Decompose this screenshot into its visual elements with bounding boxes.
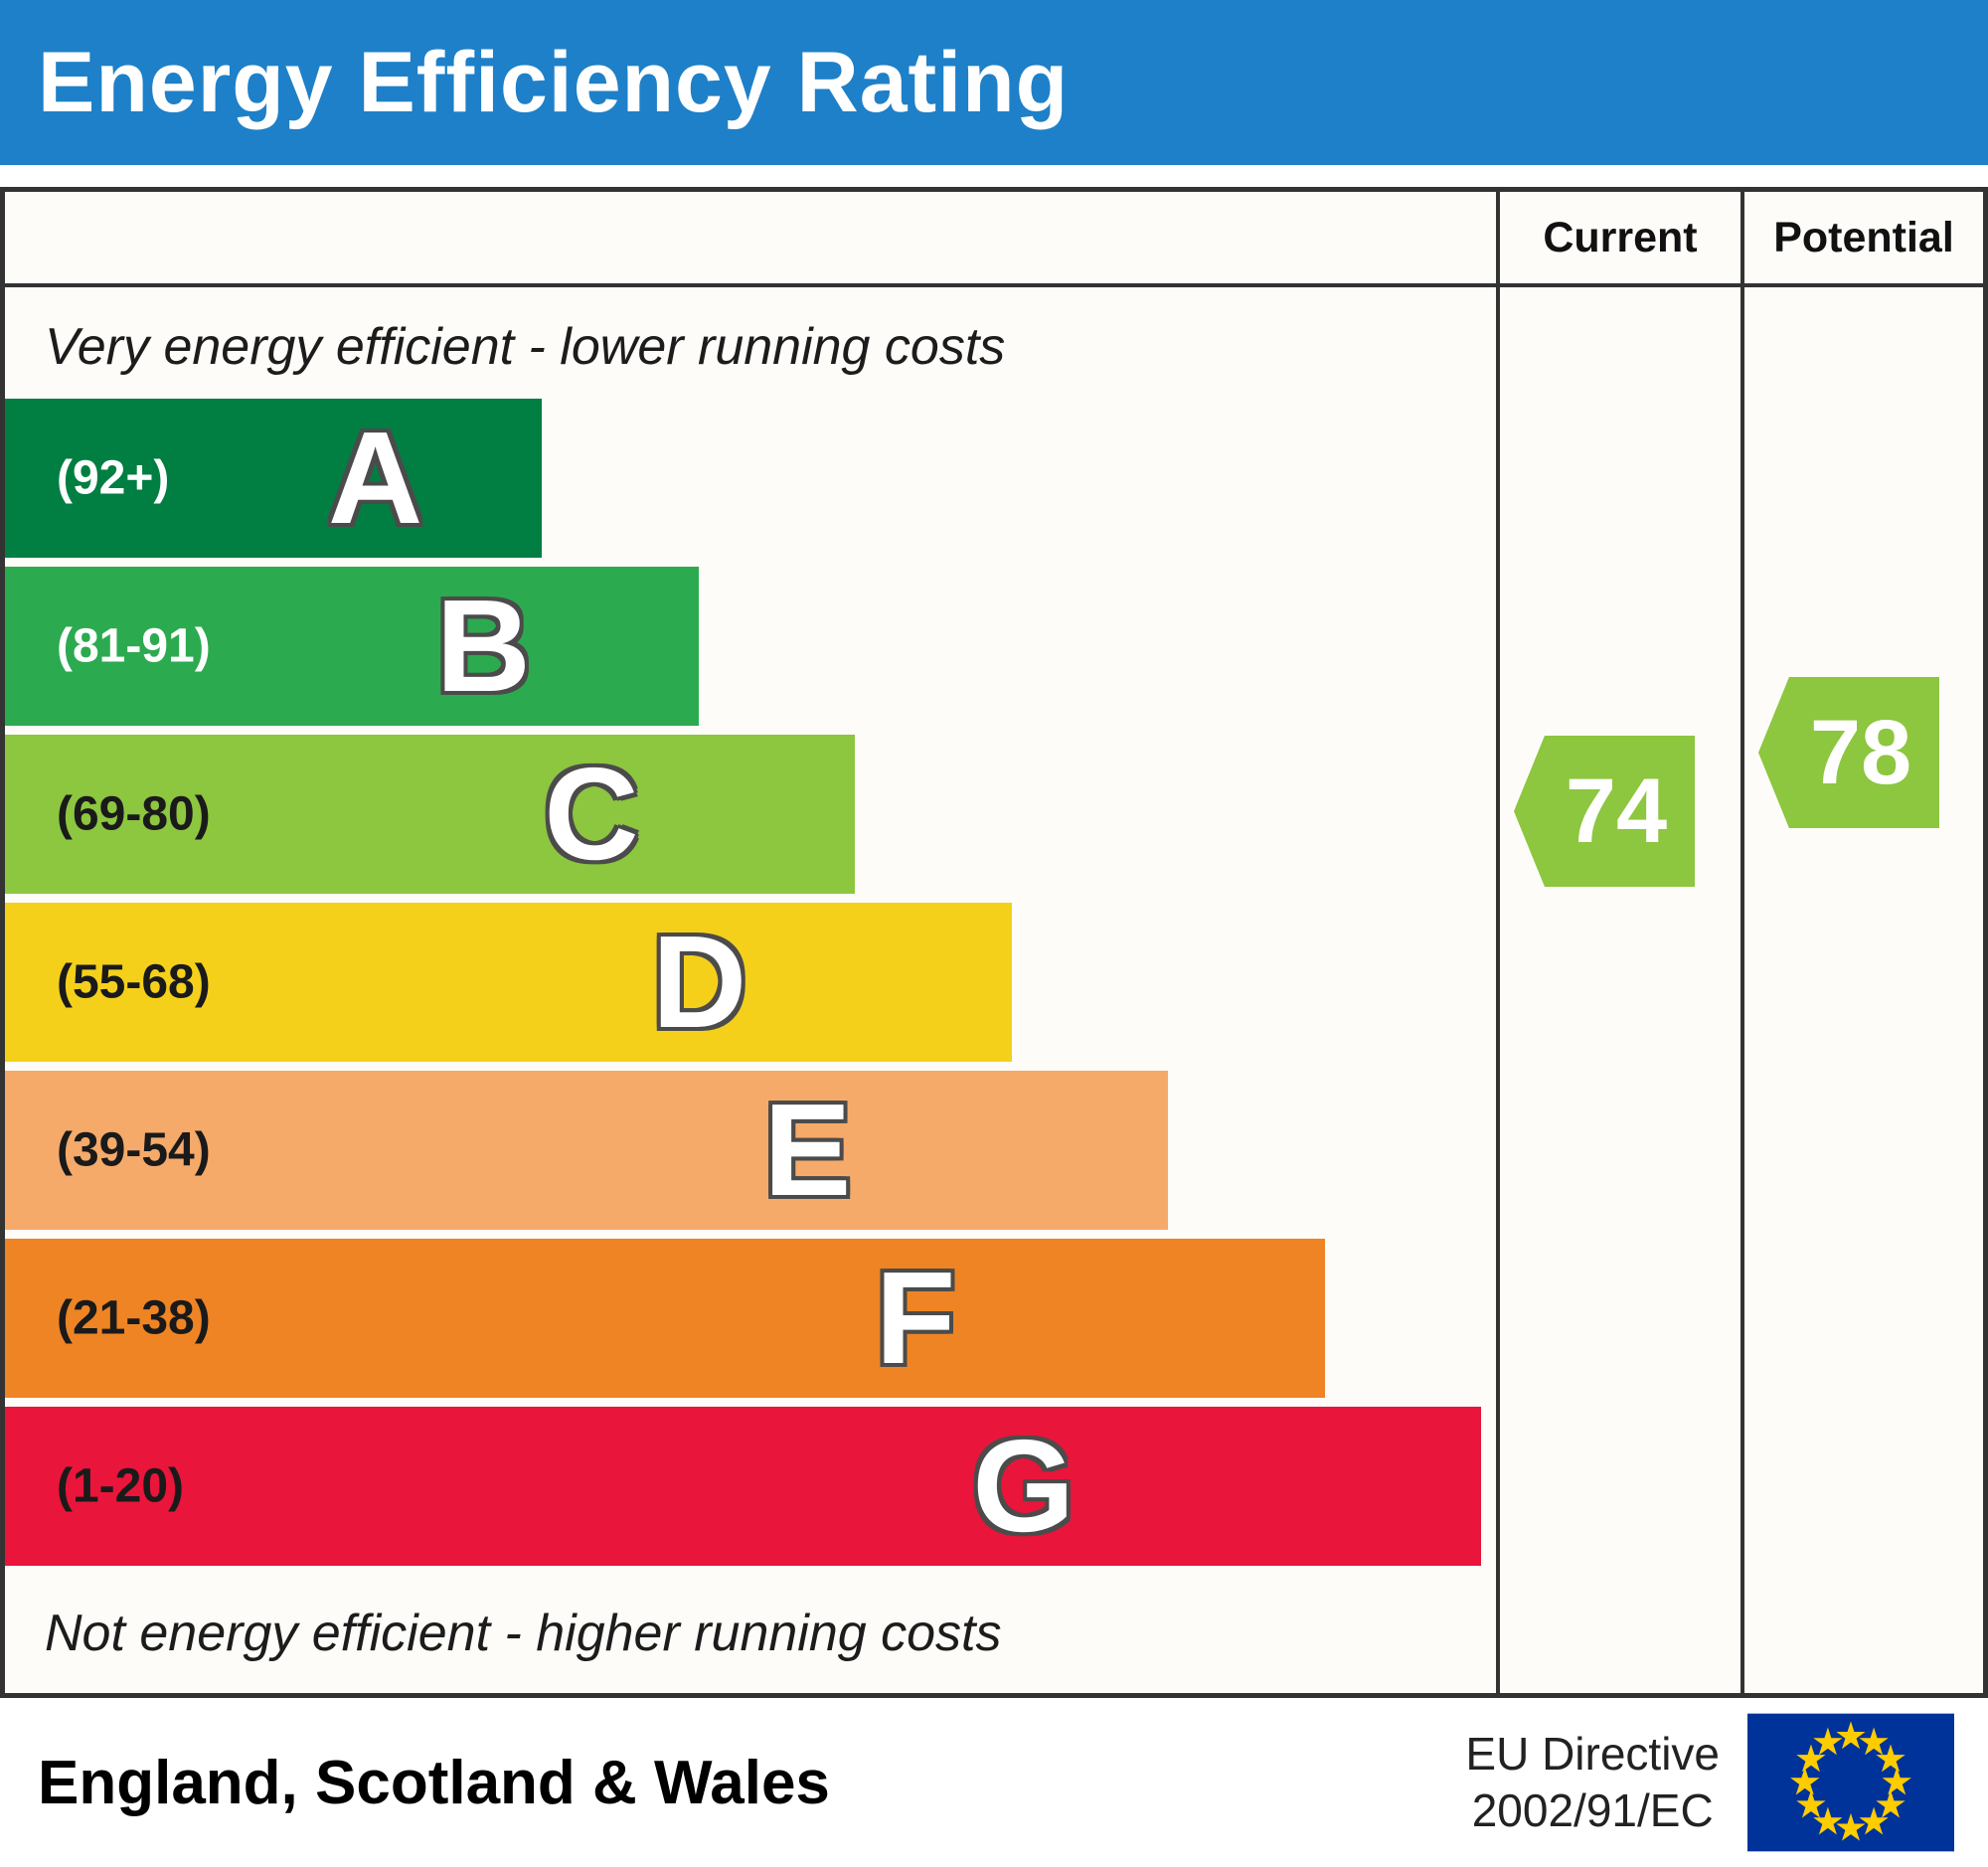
- band-range-label: (1-20): [57, 1459, 185, 1513]
- current-column-header: Current: [1500, 192, 1744, 287]
- current-rating-column: 74: [1500, 287, 1744, 1693]
- band-row-e: (39-54) E: [5, 1071, 1496, 1230]
- band-bar: (21-38) F: [5, 1239, 1325, 1398]
- band-range-label: (92+): [57, 451, 170, 505]
- current-rating-arrow: 74: [1514, 736, 1695, 887]
- page-title: Energy Efficiency Rating: [38, 34, 1070, 130]
- band-range-label: (69-80): [57, 787, 211, 841]
- band-row-a: (92+) A: [5, 399, 1496, 558]
- band-bar: (69-80) C: [5, 735, 855, 894]
- band-row-g: (1-20) G: [5, 1407, 1496, 1566]
- band-letter: G: [972, 1413, 1075, 1559]
- band-row-c: (69-80) C: [5, 735, 1496, 894]
- eu-flag-icon: [1747, 1713, 1954, 1852]
- potential-rating-arrow: 78: [1758, 677, 1939, 828]
- top-note: Very energy efficient - lower running co…: [45, 318, 1006, 376]
- bottom-note: Not energy efficient - higher running co…: [45, 1605, 1002, 1662]
- footer: England, Scotland & Wales EU Directive 2…: [0, 1698, 1988, 1867]
- bands-area: Very energy efficient - lower running co…: [5, 287, 1500, 1693]
- band-range-label: (39-54): [57, 1123, 211, 1177]
- band-letter: D: [651, 909, 747, 1055]
- region-label: England, Scotland & Wales: [38, 1748, 830, 1817]
- band-row-b: (81-91) B: [5, 567, 1496, 726]
- band-row-d: (55-68) D: [5, 903, 1496, 1062]
- header-spacer-cell: [5, 192, 1500, 287]
- eu-directive-line2: 2002/91/EC: [1471, 1784, 1714, 1836]
- band-letter: F: [875, 1245, 956, 1391]
- potential-column-header: Potential: [1744, 192, 1983, 287]
- band-bar: (55-68) D: [5, 903, 1012, 1062]
- current-rating-value: 74: [1565, 760, 1668, 862]
- band-bar: (39-54) E: [5, 1071, 1168, 1230]
- band-letter: B: [435, 573, 531, 719]
- epc-header: Energy Efficiency Rating: [0, 0, 1988, 165]
- band-letter: A: [327, 405, 423, 551]
- rating-chart-box: Current Potential Very energy efficient …: [0, 187, 1988, 1698]
- potential-rating-column: 78: [1744, 287, 1983, 1693]
- band-bar: (92+) A: [5, 399, 542, 558]
- band-row-f: (21-38) F: [5, 1239, 1496, 1398]
- band-bar: (81-91) B: [5, 567, 699, 726]
- footer-right: EU Directive 2002/91/EC: [1465, 1713, 1954, 1852]
- band-letter: E: [763, 1077, 852, 1223]
- eu-directive-line1: EU Directive: [1465, 1727, 1720, 1780]
- band-range-label: (21-38): [57, 1291, 211, 1345]
- band-range-label: (55-68): [57, 955, 211, 1009]
- band-range-label: (81-91): [57, 619, 211, 673]
- band-letter: C: [544, 741, 639, 887]
- potential-rating-value: 78: [1809, 701, 1912, 803]
- band-bar: (1-20) G: [5, 1407, 1481, 1566]
- eu-directive-label: EU Directive 2002/91/EC: [1465, 1726, 1720, 1840]
